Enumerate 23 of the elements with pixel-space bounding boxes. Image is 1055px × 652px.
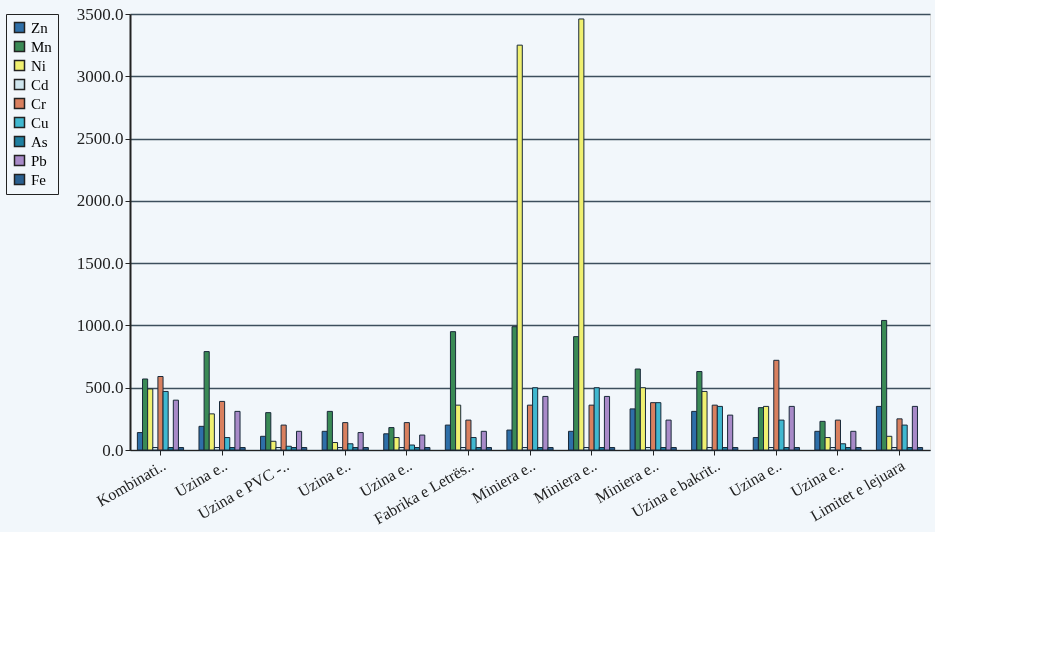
legend-label: Cd (31, 76, 49, 93)
legend-label: Cr (31, 95, 46, 112)
y-tick-label: 0.0 (102, 440, 124, 460)
y-tick-label: 2500.0 (76, 129, 124, 149)
legend-label: As (31, 133, 48, 150)
legend-label: Mn (31, 38, 53, 55)
bar (603, 395, 611, 451)
y-tick-label: 500.0 (85, 378, 124, 398)
legend-label: Fe (31, 171, 47, 188)
legend-label: Zn (31, 19, 49, 36)
y-tick-label: 1000.0 (76, 315, 124, 335)
y-tick-label: 2000.0 (76, 191, 124, 211)
legend-label: Ni (31, 57, 46, 74)
y-tick-label: 1500.0 (76, 253, 124, 273)
x-tick-label: Uzina e.. (295, 456, 354, 501)
y-tick-label: 3500.0 (76, 4, 124, 24)
bar (716, 405, 723, 451)
legend-label: Pb (31, 152, 47, 169)
x-tick-label: Uzina e.. (726, 456, 785, 501)
bar (449, 331, 457, 451)
legend-label: Cu (31, 114, 49, 131)
bar (295, 430, 303, 451)
y-tick-label: 3000.0 (76, 66, 124, 86)
